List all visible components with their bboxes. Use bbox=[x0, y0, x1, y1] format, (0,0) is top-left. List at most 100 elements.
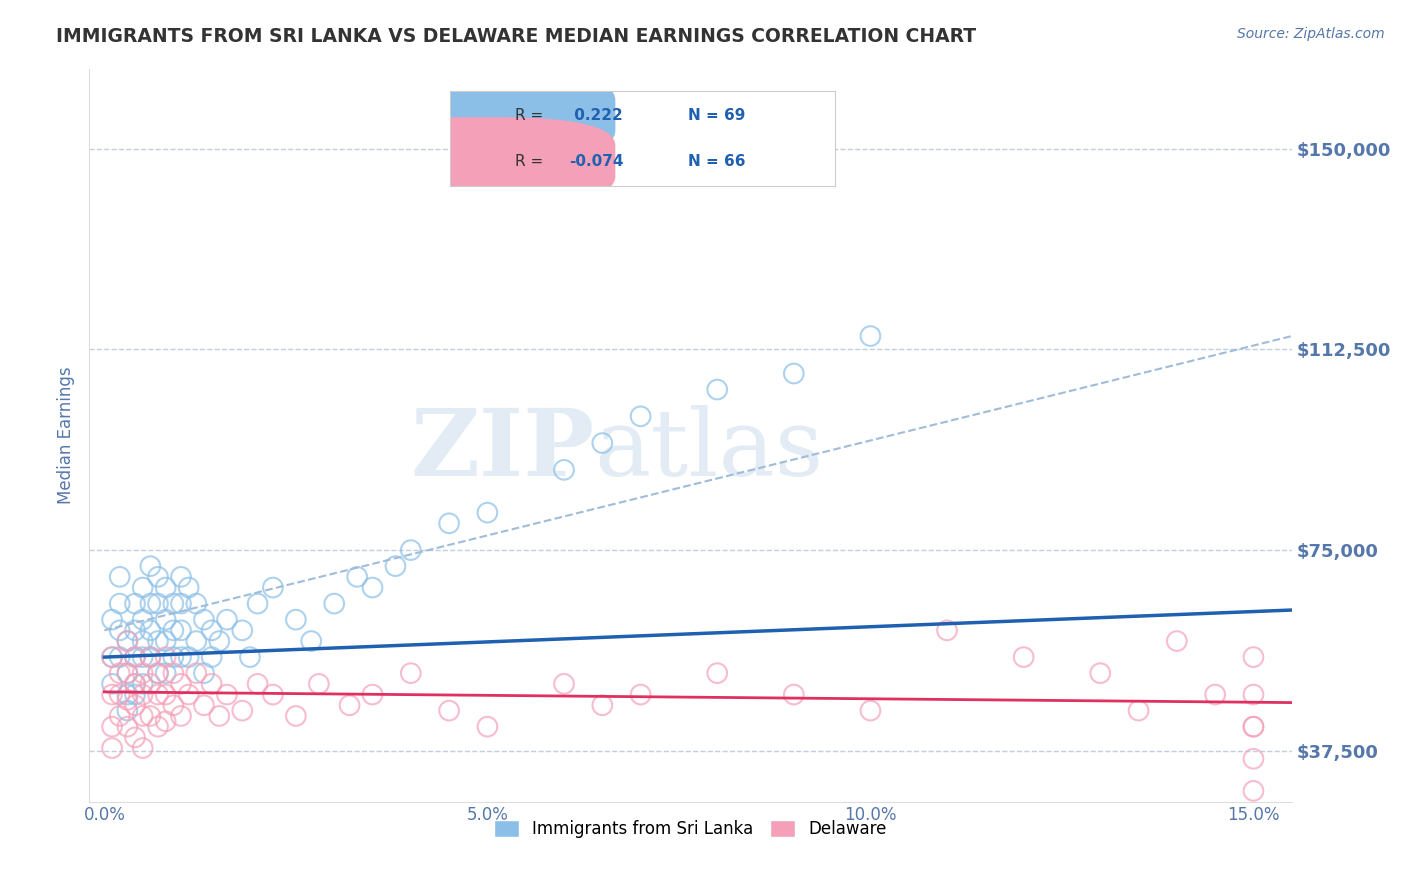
Point bbox=[201, 677, 224, 691]
Point bbox=[146, 688, 169, 702]
Point bbox=[177, 688, 200, 702]
Point bbox=[239, 650, 262, 665]
Point bbox=[193, 666, 215, 681]
Point bbox=[131, 581, 153, 595]
Point bbox=[155, 666, 177, 681]
Point bbox=[101, 613, 124, 627]
Text: atlas: atlas bbox=[595, 405, 824, 495]
Point bbox=[131, 677, 153, 691]
Point bbox=[201, 624, 224, 638]
Point bbox=[262, 581, 284, 595]
Point bbox=[1243, 720, 1265, 734]
Point bbox=[1243, 650, 1265, 665]
Point bbox=[139, 597, 162, 611]
Point bbox=[131, 613, 153, 627]
Point bbox=[477, 506, 499, 520]
Point bbox=[108, 709, 131, 723]
Point bbox=[1204, 688, 1226, 702]
Point bbox=[108, 688, 131, 702]
Point bbox=[630, 409, 652, 424]
Point bbox=[1090, 666, 1112, 681]
Point bbox=[139, 624, 162, 638]
Point bbox=[170, 597, 193, 611]
Point bbox=[399, 666, 422, 681]
Point bbox=[124, 677, 146, 691]
Point bbox=[108, 650, 131, 665]
Point bbox=[162, 666, 184, 681]
Point bbox=[124, 677, 146, 691]
Point bbox=[131, 634, 153, 648]
Point bbox=[108, 597, 131, 611]
Point bbox=[346, 570, 368, 584]
Point bbox=[591, 436, 613, 450]
Point bbox=[170, 570, 193, 584]
Point bbox=[170, 709, 193, 723]
Point bbox=[101, 688, 124, 702]
Point bbox=[155, 581, 177, 595]
Point bbox=[124, 650, 146, 665]
Point bbox=[108, 624, 131, 638]
Point bbox=[117, 666, 139, 681]
Point bbox=[437, 516, 460, 531]
Point bbox=[262, 688, 284, 702]
Point bbox=[1243, 720, 1265, 734]
Point bbox=[193, 698, 215, 713]
Point bbox=[783, 688, 806, 702]
Point bbox=[384, 559, 406, 574]
Point bbox=[477, 720, 499, 734]
Point bbox=[1243, 752, 1265, 766]
Point bbox=[208, 634, 231, 648]
Point bbox=[177, 581, 200, 595]
Point bbox=[170, 650, 193, 665]
Point bbox=[284, 709, 307, 723]
Point bbox=[146, 597, 169, 611]
Point bbox=[859, 704, 882, 718]
Point bbox=[101, 677, 124, 691]
Point bbox=[101, 650, 124, 665]
Point bbox=[117, 634, 139, 648]
Point bbox=[139, 709, 162, 723]
Point bbox=[246, 597, 269, 611]
Point bbox=[117, 688, 139, 702]
Point bbox=[101, 650, 124, 665]
Point bbox=[208, 709, 231, 723]
Point bbox=[146, 720, 169, 734]
Point bbox=[361, 688, 384, 702]
Point bbox=[146, 666, 169, 681]
Point bbox=[131, 666, 153, 681]
Text: Source: ZipAtlas.com: Source: ZipAtlas.com bbox=[1237, 27, 1385, 41]
Point bbox=[124, 688, 146, 702]
Legend: Immigrants from Sri Lanka, Delaware: Immigrants from Sri Lanka, Delaware bbox=[488, 813, 894, 845]
Point bbox=[186, 634, 208, 648]
Point bbox=[131, 741, 153, 756]
Point bbox=[284, 613, 307, 627]
Point bbox=[1128, 704, 1150, 718]
Text: ZIP: ZIP bbox=[411, 405, 595, 495]
Point bbox=[591, 698, 613, 713]
Point bbox=[193, 613, 215, 627]
Point bbox=[139, 559, 162, 574]
Point bbox=[170, 624, 193, 638]
Point bbox=[859, 329, 882, 343]
Point bbox=[361, 581, 384, 595]
Point bbox=[131, 688, 153, 702]
Point bbox=[117, 720, 139, 734]
Point bbox=[1243, 784, 1265, 798]
Point bbox=[155, 714, 177, 729]
Point bbox=[139, 677, 162, 691]
Point bbox=[146, 666, 169, 681]
Point bbox=[630, 688, 652, 702]
Point bbox=[139, 650, 162, 665]
Point bbox=[437, 704, 460, 718]
Point bbox=[170, 677, 193, 691]
Point bbox=[101, 720, 124, 734]
Point bbox=[231, 624, 253, 638]
Point bbox=[246, 677, 269, 691]
Point bbox=[117, 666, 139, 681]
Point bbox=[399, 543, 422, 558]
Point bbox=[201, 650, 224, 665]
Point bbox=[706, 666, 728, 681]
Point bbox=[108, 570, 131, 584]
Point bbox=[124, 624, 146, 638]
Point bbox=[1243, 688, 1265, 702]
